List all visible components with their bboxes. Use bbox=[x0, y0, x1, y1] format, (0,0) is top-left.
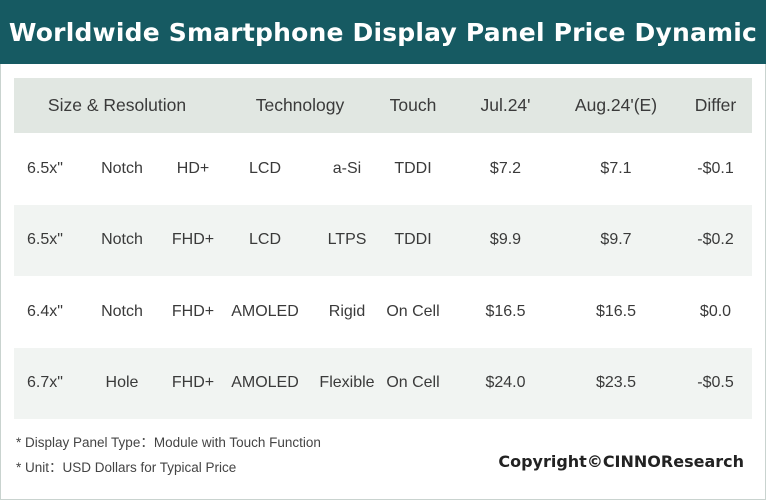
cell-notch: Notch bbox=[101, 302, 143, 320]
table-row: 6.5x" Notch HD+ LCD a-Si TDDI $7.2 $7.1 -$0.1 bbox=[14, 133, 752, 205]
cell-aug: $9.7 bbox=[600, 231, 632, 249]
cell-differ: -$0.1 bbox=[697, 159, 734, 177]
footnotes: * Display Panel Type：Module with Touch F… bbox=[16, 433, 321, 483]
header-jul: Jul.24' bbox=[480, 95, 531, 115]
page-title: Worldwide Smartphone Display Panel Price… bbox=[8, 17, 758, 47]
cell-aug: $7.1 bbox=[600, 159, 632, 177]
cell-size: 6.4x" bbox=[27, 302, 63, 320]
cell-res: FHD+ bbox=[171, 231, 215, 249]
cell-jul: $16.5 bbox=[485, 302, 526, 320]
cell-size: 6.7x" bbox=[27, 374, 63, 392]
cell-differ: $0.0 bbox=[699, 302, 732, 320]
cell-touch: TDDI bbox=[394, 159, 432, 177]
footnote: * Unit：USD Dollars for Typical Price bbox=[16, 460, 237, 475]
cell-size: 6.5x" bbox=[27, 231, 63, 249]
table-row: 6.4x" Notch FHD+ AMOLED Rigid On Cell $16.5 $16… bbox=[14, 276, 752, 348]
cell-notch: Notch bbox=[101, 231, 143, 249]
cell-jul: $24.0 bbox=[485, 374, 526, 392]
cell-aug: $16.5 bbox=[595, 302, 637, 320]
cell-size: 6.5x" bbox=[27, 159, 63, 177]
header-touch: Touch bbox=[389, 95, 437, 115]
cell-res: HD+ bbox=[176, 159, 210, 177]
header-aug: Aug.24'(E) bbox=[574, 95, 658, 115]
table-row: 6.7x" Hole FHD+ AMOLED Flexible On Cell $24.0 $… bbox=[14, 347, 752, 419]
cell-differ: -$0.2 bbox=[697, 231, 734, 249]
cell-tech: AMOLED bbox=[231, 374, 299, 392]
cell-tech: LCD bbox=[248, 231, 281, 249]
table-header-row: Size & Resolution Technology Touch Jul.2… bbox=[14, 78, 752, 133]
cell-tech: AMOLED bbox=[231, 302, 299, 320]
cell-res: FHD+ bbox=[171, 302, 215, 320]
title-bar: Worldwide Smartphone Display Panel Price… bbox=[0, 0, 766, 64]
cell-sub: Flexible bbox=[319, 374, 375, 392]
cell-notch: Notch bbox=[101, 159, 143, 177]
cell-res: FHD+ bbox=[171, 374, 215, 392]
copyright-label: Copyright©CINNOResearch bbox=[498, 452, 744, 471]
header-technology: Technology bbox=[255, 95, 345, 115]
footnote: * Display Panel Type：Module with Touch F… bbox=[16, 435, 321, 450]
header-size-resolution: Size & Resolution bbox=[47, 95, 187, 115]
header-differ: Differ bbox=[694, 95, 737, 115]
cell-differ: -$0.5 bbox=[697, 374, 734, 392]
cell-sub: Rigid bbox=[328, 302, 366, 320]
cell-sub: a-Si bbox=[332, 159, 362, 177]
cell-jul: $7.2 bbox=[489, 159, 522, 177]
cell-notch: Hole bbox=[105, 374, 139, 392]
cell-jul: $9.9 bbox=[489, 231, 522, 249]
cell-touch: On Cell bbox=[386, 302, 440, 320]
cell-tech: LCD bbox=[248, 159, 281, 177]
cell-aug: $23.5 bbox=[595, 374, 637, 392]
cell-touch: On Cell bbox=[386, 374, 440, 392]
cell-touch: TDDI bbox=[394, 231, 432, 249]
table-row: 6.5x" Notch FHD+ LCD LTPS TDDI $9.9 $9.7 -$0.2 bbox=[14, 204, 752, 276]
cell-sub: LTPS bbox=[327, 231, 367, 249]
